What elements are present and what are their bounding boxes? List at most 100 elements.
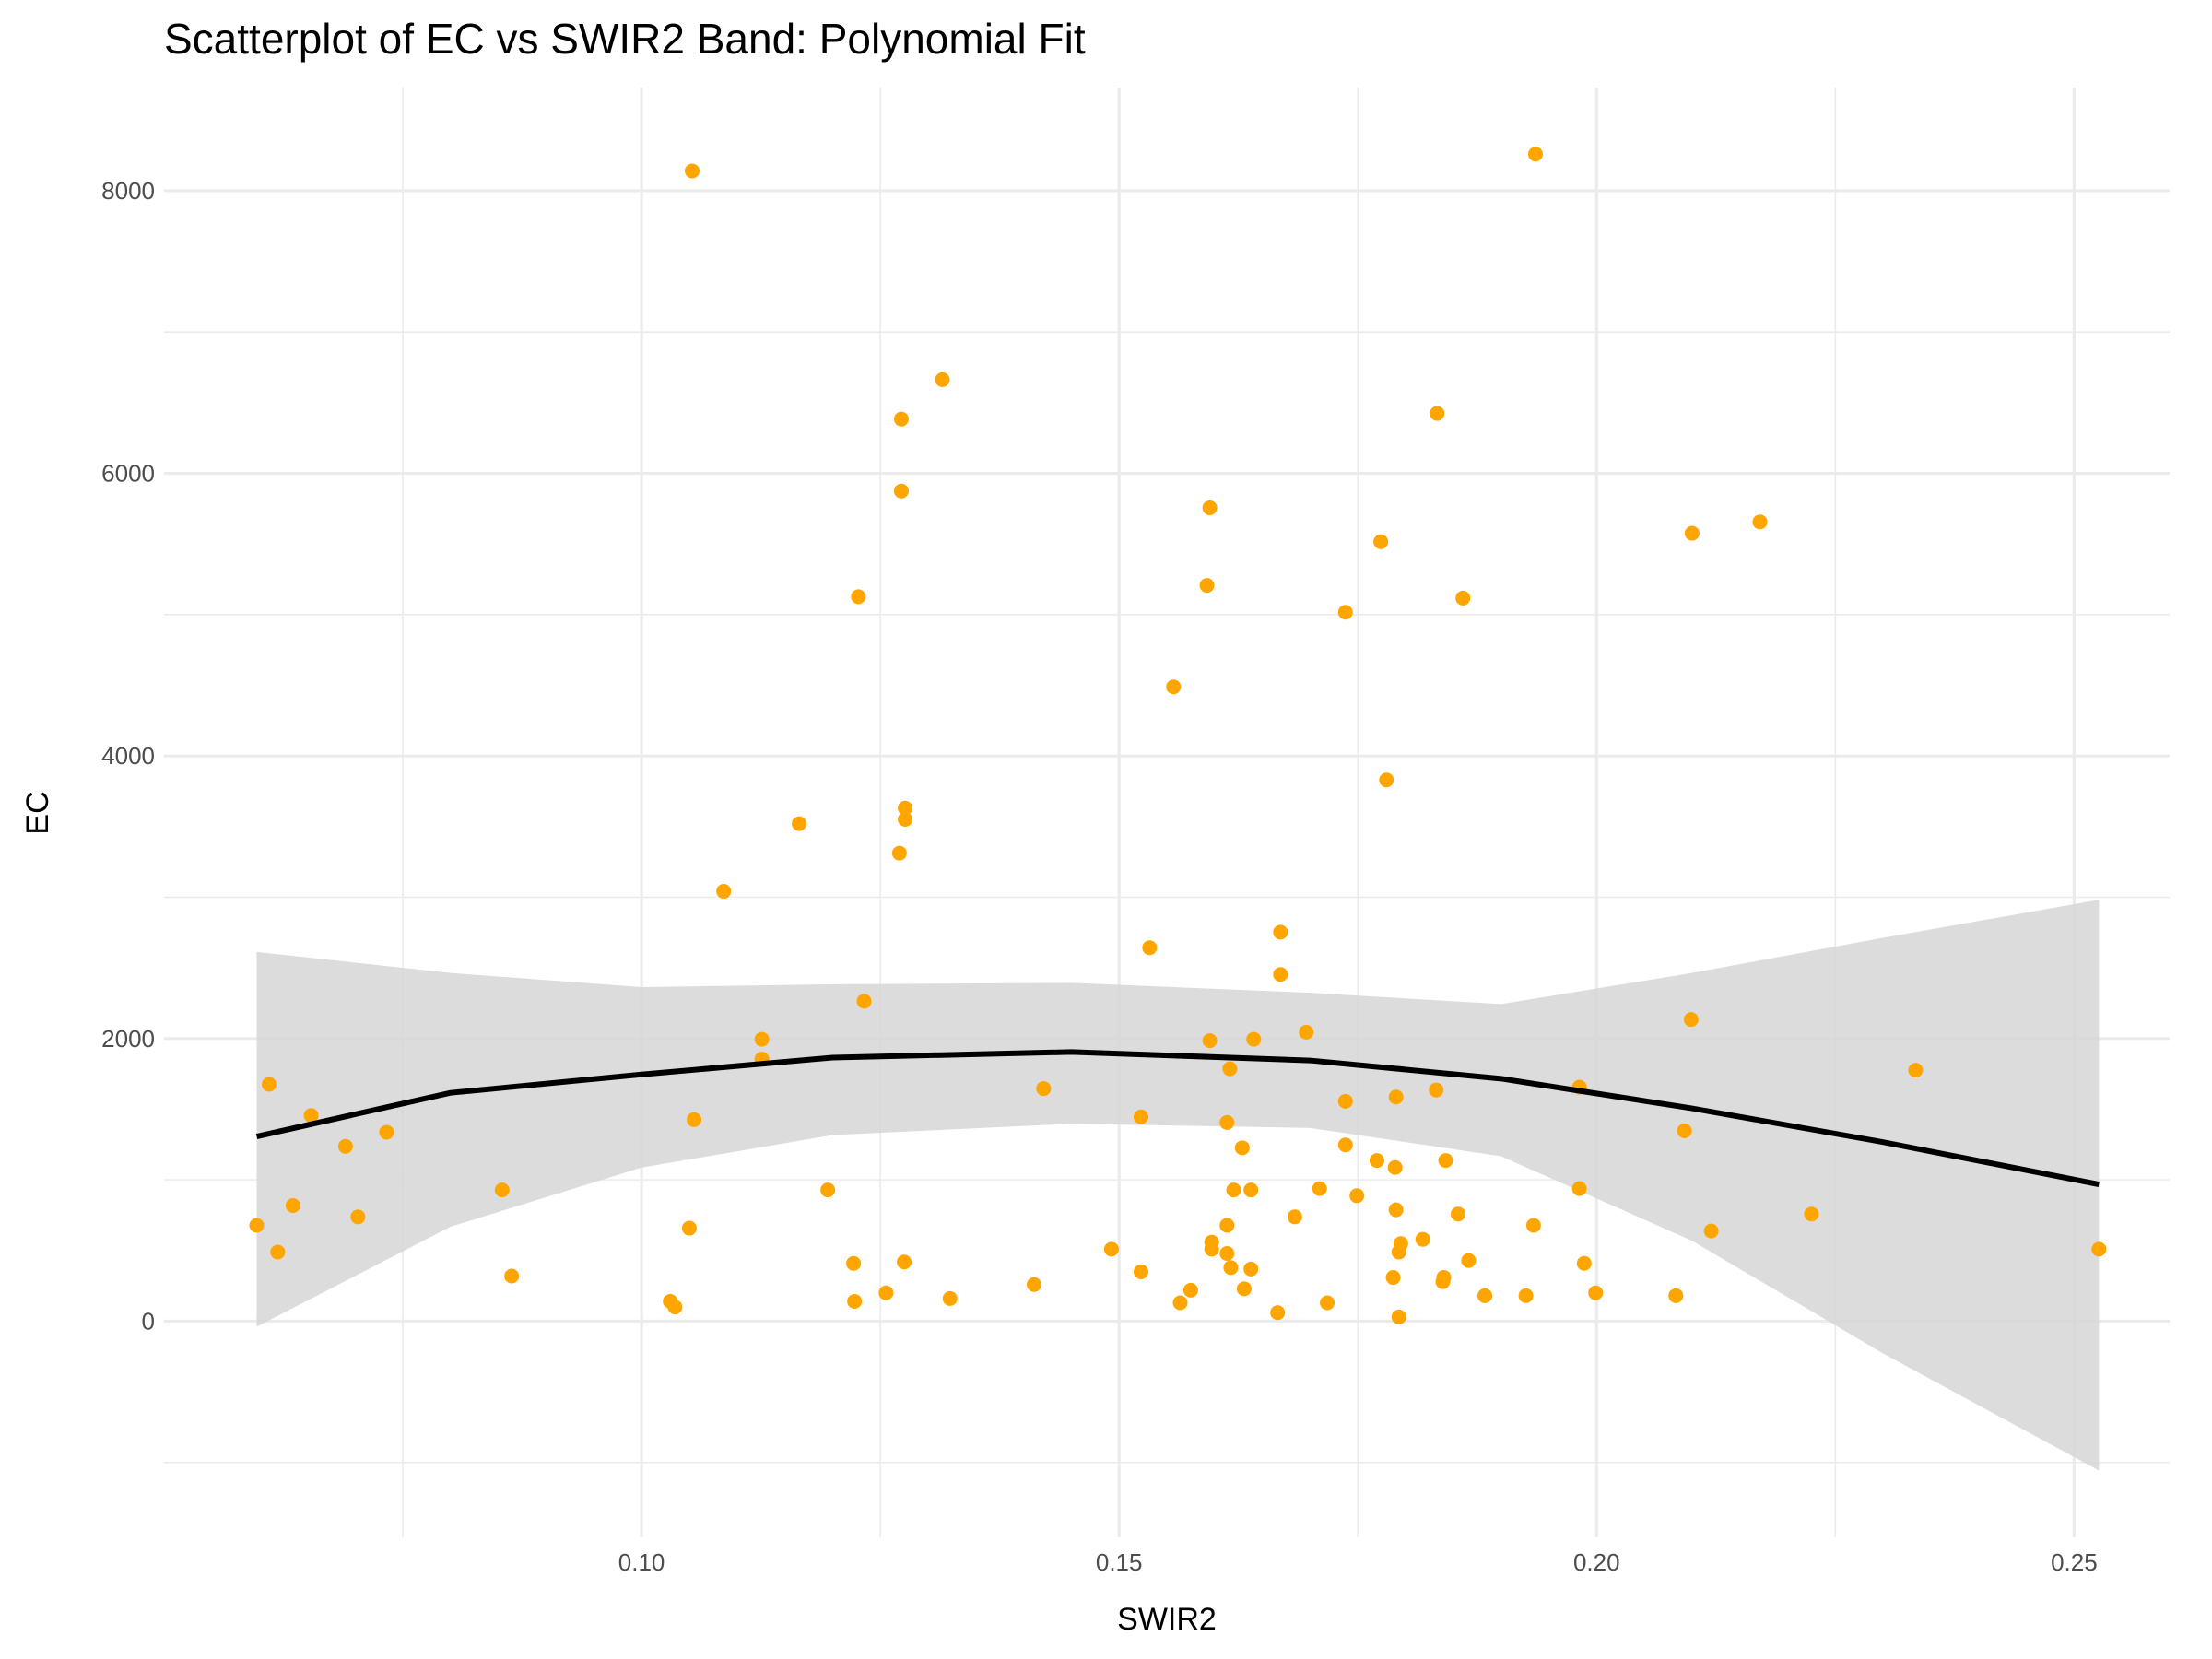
point: [1320, 1295, 1335, 1311]
point: [687, 1112, 702, 1127]
point: [337, 1138, 353, 1154]
point: [893, 483, 909, 499]
point: [851, 589, 866, 605]
fit-line: [255, 1049, 2100, 1187]
point: [1337, 1137, 1353, 1153]
point: [1202, 1033, 1218, 1049]
point: [1337, 1093, 1353, 1109]
x-tick-label: 0.20: [1573, 1548, 1620, 1576]
point: [1270, 1305, 1286, 1321]
point: [261, 1077, 276, 1092]
point: [1461, 1253, 1477, 1268]
point: [1518, 1288, 1534, 1303]
point: [1134, 1109, 1149, 1124]
point: [1677, 1123, 1692, 1138]
point: [1477, 1288, 1493, 1303]
point: [1299, 1024, 1314, 1040]
point: [1202, 500, 1218, 515]
point: [504, 1268, 520, 1284]
y-tick-label: 6000: [101, 460, 155, 488]
point: [847, 1293, 863, 1309]
point: [1219, 1114, 1235, 1130]
point: [1455, 590, 1471, 606]
point: [1429, 1082, 1444, 1098]
point: [1312, 1181, 1327, 1196]
point: [1246, 1031, 1262, 1047]
point: [1415, 1231, 1430, 1247]
point: [1430, 406, 1445, 421]
point: [1684, 525, 1700, 541]
point: [1571, 1181, 1587, 1196]
point: [846, 1255, 862, 1271]
x-tick-label: 0.10: [618, 1548, 665, 1576]
point: [494, 1182, 510, 1198]
point: [1804, 1206, 1819, 1222]
point: [270, 1244, 286, 1260]
point: [898, 800, 913, 816]
y-tick-label: 0: [142, 1307, 155, 1335]
y-axis-title: EC: [20, 791, 55, 834]
point: [1287, 1209, 1302, 1225]
point: [1234, 1140, 1250, 1156]
point: [893, 411, 909, 427]
point: [1219, 1245, 1235, 1261]
point: [1388, 1202, 1404, 1218]
point: [1525, 1218, 1541, 1233]
point: [1683, 1012, 1699, 1028]
point: [1373, 534, 1389, 549]
point: [303, 1108, 319, 1124]
point: [1273, 967, 1288, 982]
point: [754, 1031, 770, 1047]
point: [1166, 679, 1182, 695]
point: [1134, 1264, 1149, 1279]
y-tick-label: 8000: [101, 177, 155, 205]
point: [249, 1218, 265, 1233]
point: [891, 845, 907, 861]
point: [1588, 1285, 1604, 1300]
point: [667, 1300, 683, 1315]
point: [1036, 1081, 1052, 1097]
point: [1222, 1061, 1238, 1077]
point: [681, 1220, 697, 1236]
point: [878, 1285, 894, 1300]
point: [1369, 1153, 1384, 1169]
point: [820, 1182, 836, 1198]
point: [1226, 1182, 1241, 1198]
point: [1451, 1206, 1466, 1222]
point: [1703, 1223, 1719, 1239]
point: [685, 163, 700, 179]
x-tick-label: 0.25: [2051, 1548, 2098, 1576]
point: [285, 1198, 300, 1214]
point: [942, 1290, 958, 1306]
y-tick-label: 2000: [101, 1025, 155, 1053]
point: [1436, 1270, 1452, 1286]
x-tick-label: 0.15: [1096, 1548, 1143, 1576]
point: [1388, 1089, 1404, 1105]
point: [1438, 1153, 1453, 1169]
points: [249, 147, 2107, 1324]
point: [2091, 1241, 2107, 1257]
confidence-band: [256, 900, 2100, 1471]
y-tick-label: 4000: [101, 742, 155, 770]
point: [1393, 1236, 1408, 1252]
point: [1204, 1241, 1219, 1257]
point: [1385, 1270, 1401, 1286]
point: [1387, 1159, 1403, 1175]
point: [1349, 1188, 1365, 1204]
point: [1142, 940, 1158, 956]
point: [898, 812, 913, 828]
fit-line-group: [255, 1049, 2100, 1187]
point: [1668, 1288, 1684, 1303]
confidence-band-group: [256, 900, 2100, 1471]
point: [350, 1209, 366, 1225]
point: [1182, 1282, 1198, 1298]
point: [856, 994, 872, 1009]
point: [1908, 1063, 1924, 1078]
point: [1199, 578, 1215, 594]
point: [1576, 1255, 1592, 1271]
point: [716, 884, 732, 900]
point: [897, 1254, 912, 1270]
point: [1391, 1309, 1406, 1324]
